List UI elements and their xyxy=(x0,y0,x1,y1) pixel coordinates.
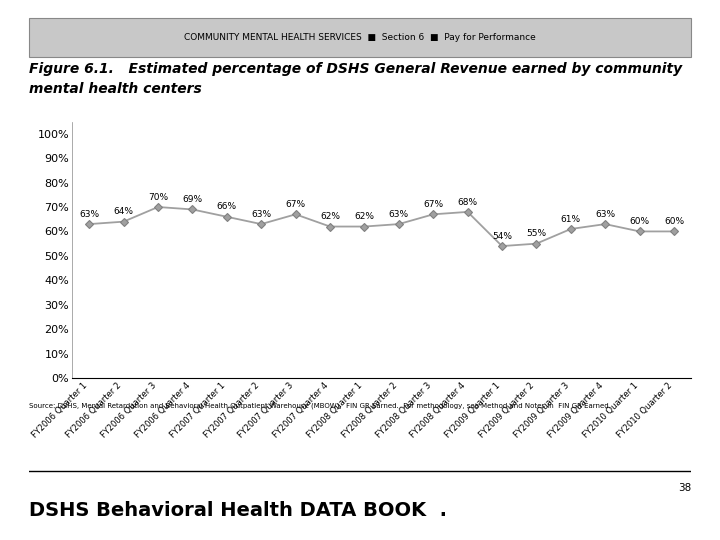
Text: 63%: 63% xyxy=(595,210,616,219)
Text: 70%: 70% xyxy=(148,193,168,201)
Text: 68%: 68% xyxy=(457,198,477,206)
Text: 61%: 61% xyxy=(561,214,581,224)
Text: 60%: 60% xyxy=(664,217,684,226)
Text: 54%: 54% xyxy=(492,232,512,241)
Text: COMMUNITY MENTAL HEALTH SERVICES  ■  Section 6  ■  Pay for Performance: COMMUNITY MENTAL HEALTH SERVICES ■ Secti… xyxy=(184,33,536,42)
Text: 60%: 60% xyxy=(629,217,649,226)
Text: 62%: 62% xyxy=(354,212,374,221)
Text: 62%: 62% xyxy=(320,212,340,221)
Text: 69%: 69% xyxy=(182,195,202,204)
Text: 55%: 55% xyxy=(526,230,546,238)
Text: Figure 6.1.   Estimated percentage of DSHS General Revenue earned by community
m: Figure 6.1. Estimated percentage of DSHS… xyxy=(29,62,682,96)
Text: 66%: 66% xyxy=(217,202,237,211)
Text: 63%: 63% xyxy=(389,210,409,219)
Text: 63%: 63% xyxy=(79,210,99,219)
Text: 38: 38 xyxy=(678,483,691,494)
Text: 63%: 63% xyxy=(251,210,271,219)
Text: Source: DSHS, Mental Retardation and Behavioral Health Outpatient Warehouse (MBO: Source: DSHS, Mental Retardation and Beh… xyxy=(29,402,611,409)
Text: 64%: 64% xyxy=(114,207,134,217)
Text: 67%: 67% xyxy=(423,200,444,209)
Text: 67%: 67% xyxy=(286,200,306,209)
FancyBboxPatch shape xyxy=(29,18,691,57)
Text: DSHS Behavioral Health DATA BOOK  .: DSHS Behavioral Health DATA BOOK . xyxy=(29,501,447,520)
